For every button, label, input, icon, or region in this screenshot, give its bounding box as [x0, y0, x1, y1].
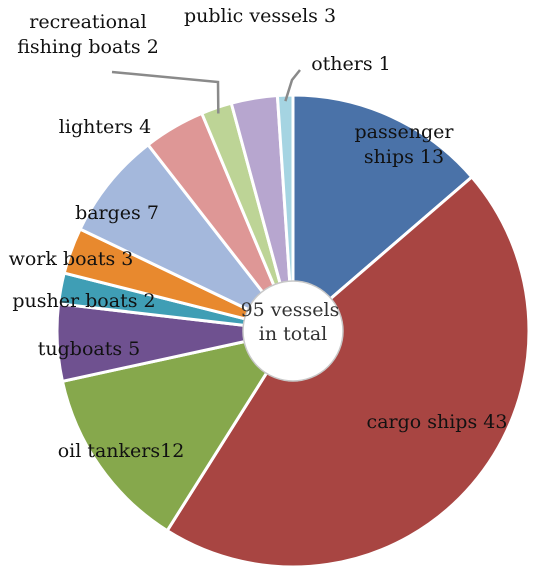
- pie-slice-cargo-ships: [165, 174, 531, 569]
- slice-label-public-vessels: public vessels 3: [184, 5, 336, 27]
- center-label: 95 vessels in total: [241, 299, 346, 345]
- pie-slice-oil-tankers: [60, 328, 297, 533]
- slice-label-passenger-ships: passenger ships 13: [355, 121, 455, 168]
- slice-label-work-boats: work boats 3: [9, 248, 134, 270]
- slice-label-tugboats: tugboats 5: [38, 338, 140, 360]
- pie-slice-passenger-ships: [291, 93, 474, 335]
- donut-hole: [242, 280, 344, 382]
- slice-label-barges: barges 7: [75, 202, 159, 224]
- leader-line-others: [284, 69, 301, 102]
- slice-label-lighters: lighters 4: [59, 116, 151, 138]
- leader-line-recreational: [111, 70, 220, 114]
- pie-slice-barges: [78, 142, 295, 333]
- slice-label-oil-tankers: oil tankers12: [58, 440, 185, 462]
- pie-slices: [55, 93, 531, 569]
- slice-label-recreational-fishing-boats: recreational fishing boats 2: [17, 11, 159, 58]
- slice-labels: passenger ships 13 cargo ships 43 oil tanke…: [9, 5, 508, 462]
- slice-label-pusher-boats: pusher boats 2: [12, 290, 155, 312]
- slice-label-cargo-ships: cargo ships 43: [367, 411, 508, 433]
- pie-slice-others: [275, 93, 295, 332]
- slice-label-others: others 1: [311, 53, 391, 75]
- leader-lines: [111, 69, 301, 114]
